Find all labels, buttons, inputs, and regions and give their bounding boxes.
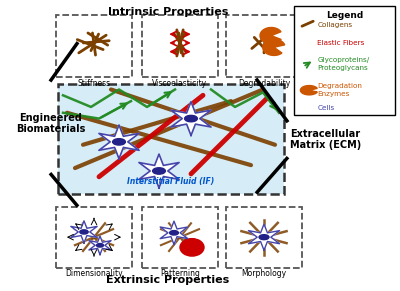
Ellipse shape <box>113 139 125 145</box>
FancyBboxPatch shape <box>294 6 395 115</box>
Text: Engineered
Biomaterials: Engineered Biomaterials <box>16 113 85 134</box>
FancyBboxPatch shape <box>226 207 302 268</box>
Text: Legend: Legend <box>326 11 363 20</box>
Text: Viscoelasticity: Viscoelasticity <box>152 79 208 88</box>
Ellipse shape <box>80 230 88 234</box>
FancyBboxPatch shape <box>56 15 132 77</box>
Text: Dimensionality: Dimensionality <box>65 269 123 278</box>
FancyBboxPatch shape <box>56 207 132 268</box>
Ellipse shape <box>259 235 269 240</box>
Ellipse shape <box>307 107 312 109</box>
Text: Morphology: Morphology <box>242 269 286 278</box>
Polygon shape <box>248 224 280 250</box>
Text: Collagens: Collagens <box>317 22 352 28</box>
Text: Extrinsic Properties: Extrinsic Properties <box>106 275 230 285</box>
Text: Elastic Fibers: Elastic Fibers <box>317 40 364 46</box>
FancyBboxPatch shape <box>226 15 302 77</box>
Ellipse shape <box>170 230 178 235</box>
FancyBboxPatch shape <box>142 207 218 268</box>
FancyBboxPatch shape <box>58 84 284 194</box>
Polygon shape <box>89 236 111 255</box>
Polygon shape <box>298 38 318 48</box>
Text: Extracellular
Matrix (ECM): Extracellular Matrix (ECM) <box>290 129 361 150</box>
Polygon shape <box>171 102 211 136</box>
Polygon shape <box>99 125 139 159</box>
Polygon shape <box>139 154 179 188</box>
Text: Intrinsic Properties: Intrinsic Properties <box>108 7 228 17</box>
Polygon shape <box>71 221 97 243</box>
Text: Degradation
Enzymes: Degradation Enzymes <box>317 84 362 97</box>
Text: Cells: Cells <box>317 105 334 111</box>
Ellipse shape <box>96 244 104 247</box>
Polygon shape <box>300 86 317 95</box>
Ellipse shape <box>153 168 165 174</box>
Text: Stiffness: Stiffness <box>78 79 110 88</box>
FancyBboxPatch shape <box>142 15 218 77</box>
Text: Interstitial Fluid (IF): Interstitial Fluid (IF) <box>127 177 215 186</box>
Text: Patterning: Patterning <box>160 269 200 278</box>
Text: Degradability: Degradability <box>238 79 290 88</box>
Polygon shape <box>263 39 285 55</box>
Circle shape <box>180 239 204 256</box>
Text: Glycoproteins/
Proteoglycans: Glycoproteins/ Proteoglycans <box>317 57 370 71</box>
Polygon shape <box>260 28 281 44</box>
Polygon shape <box>160 221 188 244</box>
Ellipse shape <box>185 115 197 122</box>
Polygon shape <box>302 102 317 115</box>
